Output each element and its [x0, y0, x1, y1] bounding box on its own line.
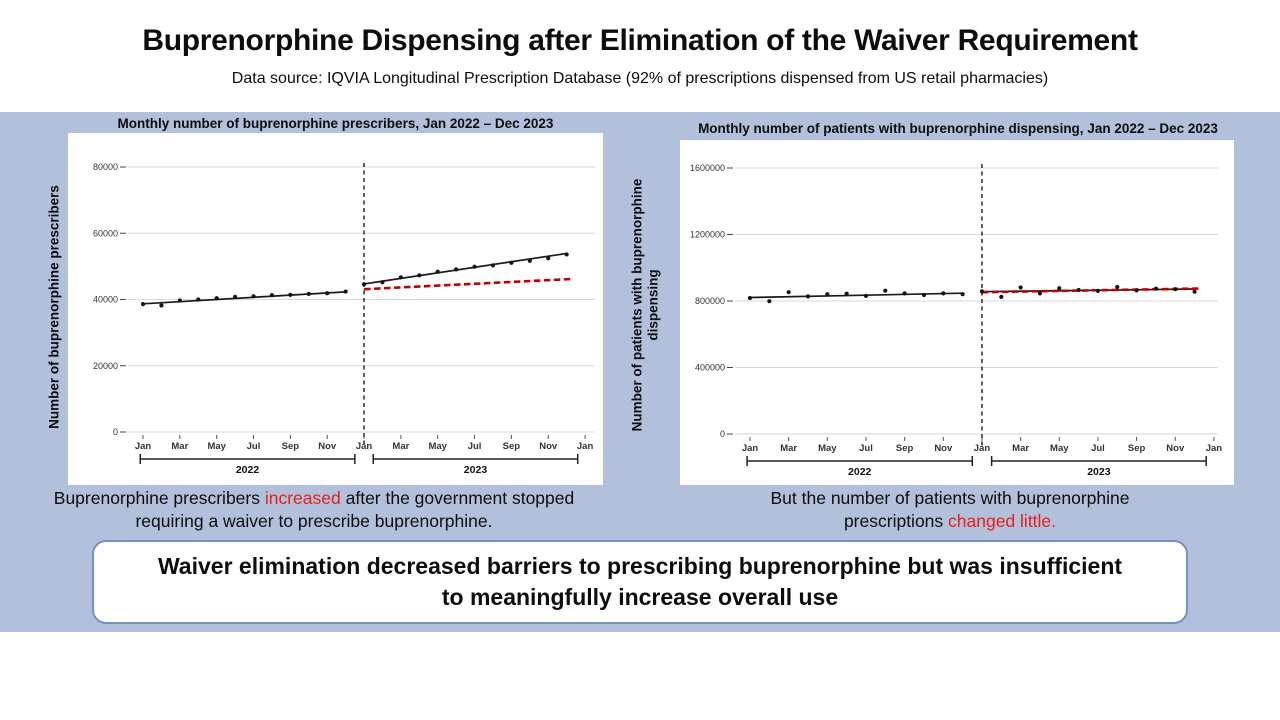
svg-text:2022: 2022: [236, 464, 260, 476]
caption-highlight: changed little.: [948, 510, 1057, 531]
svg-text:May: May: [1050, 443, 1069, 454]
svg-text:2022: 2022: [848, 466, 872, 478]
svg-text:0: 0: [113, 427, 118, 437]
patients-chart-title: Monthly number of patients with buprenor…: [698, 121, 1218, 136]
svg-text:Mar: Mar: [171, 441, 188, 452]
svg-text:Sep: Sep: [503, 441, 521, 452]
footer-band: MICHIGAN MEDICINE UNIVERSITY OF MICHIGAN…: [0, 632, 1280, 720]
svg-text:60000: 60000: [93, 228, 118, 238]
prescribers-chart-title: Monthly number of buprenorphine prescrib…: [117, 116, 554, 131]
prescribers-caption: Buprenorphine prescribers increased afte…: [44, 487, 584, 533]
svg-text:Mar: Mar: [392, 441, 409, 452]
prescribers-y-axis-label: Number of buprenorphine prescribers: [46, 185, 62, 429]
svg-text:20000: 20000: [93, 361, 118, 371]
svg-text:1200000: 1200000: [690, 230, 725, 240]
svg-text:Jan: Jan: [577, 441, 594, 452]
svg-text:400000: 400000: [695, 363, 725, 373]
svg-text:Nov: Nov: [1166, 443, 1185, 454]
svg-text:Sep: Sep: [1128, 443, 1146, 454]
svg-text:May: May: [818, 443, 837, 454]
svg-text:Jul: Jul: [247, 441, 261, 452]
caption-text: after the government stopped requiring a…: [135, 488, 575, 531]
page-title: Buprenorphine Dispensing after Eliminati…: [142, 24, 1138, 57]
key-message-box: Waiver elimination decreased barriers to…: [92, 540, 1188, 624]
svg-text:Jan: Jan: [1206, 443, 1223, 454]
key-message-text: Waiver elimination decreased barriers to…: [157, 552, 1123, 610]
svg-text:May: May: [428, 441, 447, 452]
svg-text:2023: 2023: [464, 464, 488, 476]
svg-text:Jan: Jan: [135, 441, 152, 452]
patients-chart-panel: 0 400000 800000 1200000 1600000 Jan Mar May Jul S…: [680, 140, 1234, 485]
svg-text:40000: 40000: [93, 295, 118, 305]
svg-text:Nov: Nov: [539, 441, 558, 452]
svg-text:Nov: Nov: [318, 441, 337, 452]
caption-text: But the number of patients with buprenor…: [770, 488, 1130, 531]
svg-text:Mar: Mar: [1012, 443, 1029, 454]
svg-text:Jan: Jan: [974, 443, 991, 454]
caption-highlight: increased: [264, 488, 341, 508]
svg-text:Mar: Mar: [780, 443, 797, 454]
prescribers-chart-panel: 0 20000 40000 60000 80000 Jan Mar May Jul Sep Nov J…: [68, 133, 603, 485]
patients-chart-svg: 0 400000 800000 1200000 1600000 Jan Mar May Jul S…: [690, 163, 1223, 478]
patients-caption: But the number of patients with buprenor…: [720, 487, 1180, 533]
prescribers-chart-svg: 0 20000 40000 60000 80000 Jan Mar May Jul Sep Nov J…: [93, 162, 595, 476]
caption-text: Buprenorphine prescribers: [53, 488, 265, 508]
svg-text:0: 0: [720, 429, 725, 439]
svg-text:Jul: Jul: [1091, 443, 1105, 454]
svg-text:800000: 800000: [695, 296, 725, 306]
svg-text:80000: 80000: [93, 162, 118, 172]
svg-text:May: May: [207, 441, 226, 452]
data-source-subtitle: Data source: IQVIA Longitudinal Prescrip…: [231, 70, 1049, 87]
svg-text:Sep: Sep: [282, 441, 300, 452]
svg-text:Jul: Jul: [859, 443, 873, 454]
svg-text:Jul: Jul: [468, 441, 482, 452]
svg-text:Jan: Jan: [356, 441, 373, 452]
svg-text:1600000: 1600000: [690, 163, 725, 173]
svg-text:2023: 2023: [1087, 466, 1111, 478]
svg-text:Sep: Sep: [896, 443, 914, 454]
title-band: Buprenorphine Dispensing after Eliminati…: [0, 0, 1280, 112]
svg-text:Jan: Jan: [742, 443, 759, 454]
svg-text:Nov: Nov: [934, 443, 953, 454]
patients-y-axis-label: Number of patients with buprenorphine di…: [629, 178, 660, 432]
